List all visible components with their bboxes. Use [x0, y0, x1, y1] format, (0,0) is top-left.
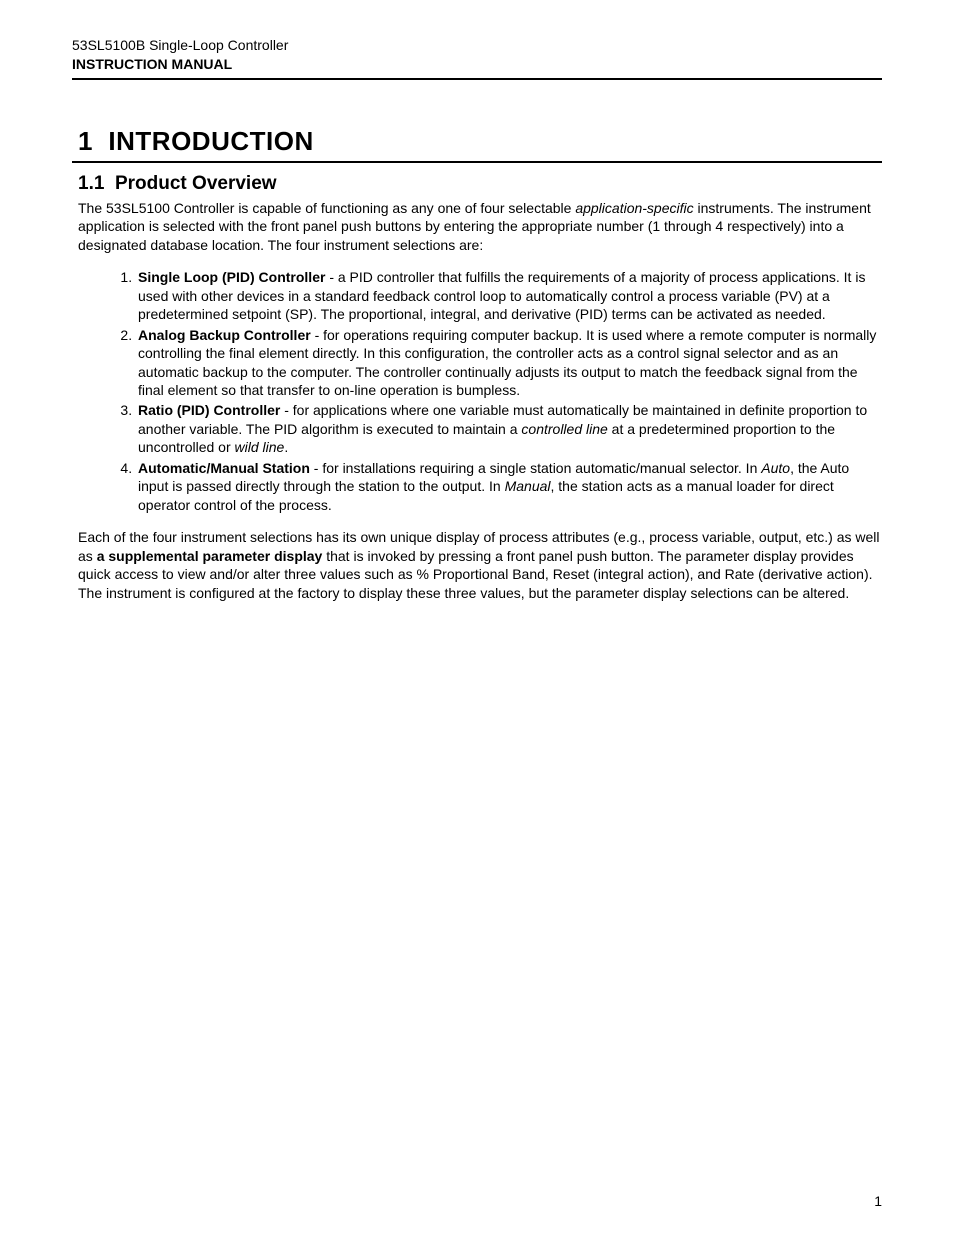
list-item-em: controlled line [521, 421, 607, 437]
header-product-line: 53SL5100B Single-Loop Controller [72, 36, 882, 55]
intro-paragraph: The 53SL5100 Controller is capable of fu… [72, 199, 882, 254]
closing-paragraph: Each of the four instrument selections h… [72, 528, 882, 602]
list-item: Analog Backup Controller - for operation… [136, 326, 882, 400]
list-item-lead: Automatic/Manual Station [138, 460, 310, 476]
chapter-rule [72, 161, 882, 163]
list-item: Automatic/Manual Station - for installat… [136, 459, 882, 514]
page-container: 53SL5100B Single-Loop Controller INSTRUC… [0, 0, 954, 602]
list-item-body-c: . [284, 439, 288, 455]
list-item-lead: Analog Backup Controller [138, 327, 311, 343]
list-item-em: wild line [235, 439, 285, 455]
page-number: 1 [874, 1193, 882, 1209]
list-item-em: Manual [505, 478, 551, 494]
section-name: Product Overview [115, 173, 277, 194]
list-item-lead: Single Loop (PID) Controller [138, 269, 325, 285]
section-number: 1.1 [78, 173, 104, 194]
list-item-lead: Ratio (PID) Controller [138, 402, 280, 418]
chapter-name: INTRODUCTION [108, 126, 313, 156]
section-title: 1.1 Product Overview [72, 173, 882, 195]
instrument-list: Single Loop (PID) Controller - a PID con… [72, 268, 882, 514]
list-item-body-a: - for installations requiring a single s… [310, 460, 761, 476]
list-item: Single Loop (PID) Controller - a PID con… [136, 268, 882, 323]
closing-bold: a supplemental parameter display [97, 548, 323, 564]
intro-text-a: The 53SL5100 Controller is capable of fu… [78, 200, 575, 216]
list-item: Ratio (PID) Controller - for application… [136, 401, 882, 456]
chapter-block: 1 INTRODUCTION 1.1 Product Overview The … [72, 126, 882, 602]
chapter-title: 1 INTRODUCTION [72, 126, 882, 157]
intro-em: application-specific [575, 200, 693, 216]
header-rule [72, 78, 882, 80]
list-item-em: Auto [761, 460, 790, 476]
chapter-number: 1 [78, 126, 93, 156]
header-doc-type: INSTRUCTION MANUAL [72, 55, 882, 78]
